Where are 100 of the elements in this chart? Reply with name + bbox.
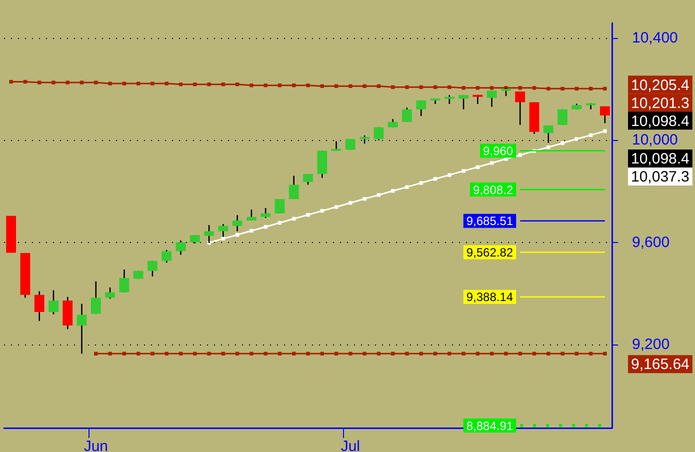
candlestick [119, 268, 130, 293]
y-tick-label: 10,000 [632, 132, 678, 149]
point [476, 165, 480, 169]
ref-line-label: 9,960 [483, 144, 514, 158]
point [362, 196, 366, 201]
point [235, 82, 240, 86]
point [490, 352, 494, 356]
text: 9,165.64 [631, 356, 690, 374]
point [546, 352, 550, 356]
ref-line-label: 9,562.82 [466, 246, 514, 260]
point [221, 352, 225, 356]
point [235, 352, 240, 356]
point [164, 352, 168, 356]
point [532, 352, 536, 356]
point [476, 352, 480, 356]
point [574, 352, 578, 356]
point [405, 185, 409, 189]
point [320, 352, 324, 356]
ref-line-label: 9,808.2 [473, 182, 514, 197]
candlestick [486, 90, 497, 108]
point [462, 169, 466, 173]
point [574, 86, 578, 91]
candlestick [105, 286, 115, 300]
point [164, 82, 168, 86]
y-tick-label: 10,400 [632, 29, 678, 46]
point [490, 161, 494, 165]
point [221, 82, 225, 86]
point [419, 352, 423, 356]
candlestick [558, 108, 568, 126]
point [419, 181, 423, 185]
point [546, 145, 550, 150]
ref-line-label: 9,685.51 [466, 214, 514, 228]
x-tick-label: Jun [84, 438, 108, 452]
point [419, 85, 423, 89]
point [94, 80, 98, 84]
candlestick [331, 140, 342, 152]
ref-line-label: 8,884.91 [466, 418, 514, 433]
point [490, 86, 494, 90]
point [391, 85, 395, 89]
point [278, 84, 282, 88]
point [178, 82, 183, 86]
point [560, 141, 564, 145]
point [334, 205, 338, 209]
point [603, 352, 607, 356]
point [476, 86, 480, 90]
text: 10,098.4 [631, 150, 690, 168]
point [207, 352, 211, 356]
candlestick [303, 173, 313, 186]
point [560, 352, 564, 356]
point [306, 84, 310, 88]
point [603, 86, 607, 91]
point [122, 352, 126, 356]
candlestick [76, 303, 87, 354]
point [448, 85, 452, 89]
point [122, 82, 126, 86]
y-tick-label: 9,200 [632, 336, 670, 354]
point [391, 352, 395, 356]
point [150, 352, 154, 356]
point [250, 228, 254, 233]
point [448, 173, 452, 177]
candlestick [162, 249, 172, 264]
point [150, 82, 154, 86]
candlestick [416, 100, 426, 117]
point [462, 352, 466, 356]
point [207, 82, 211, 86]
point [292, 216, 296, 221]
point [560, 86, 564, 91]
point [250, 352, 254, 356]
point [518, 86, 522, 90]
point [292, 352, 296, 356]
point [108, 352, 112, 356]
point [348, 84, 352, 88]
x-tick-label: Jul [340, 438, 360, 452]
point [178, 352, 183, 356]
point [448, 352, 452, 356]
point [23, 80, 28, 84]
point [376, 84, 381, 88]
point [9, 80, 13, 84]
point [603, 129, 607, 133]
text: 10,205.4 [631, 76, 690, 94]
point [405, 85, 409, 89]
point [504, 352, 508, 356]
point [108, 82, 112, 86]
point [532, 86, 536, 90]
point [334, 352, 338, 356]
point [306, 352, 310, 356]
text: 10,201.3 [631, 94, 690, 112]
point [518, 153, 522, 157]
ref-line-label: 9,388.14 [466, 290, 514, 304]
point [193, 82, 197, 86]
point [376, 193, 381, 197]
candlestick [148, 260, 158, 278]
point [462, 86, 466, 90]
point [80, 80, 84, 84]
point [52, 80, 56, 84]
point [94, 352, 98, 356]
candlestick [288, 175, 299, 200]
point [221, 236, 225, 240]
candlestick [48, 290, 58, 315]
point [348, 352, 352, 356]
